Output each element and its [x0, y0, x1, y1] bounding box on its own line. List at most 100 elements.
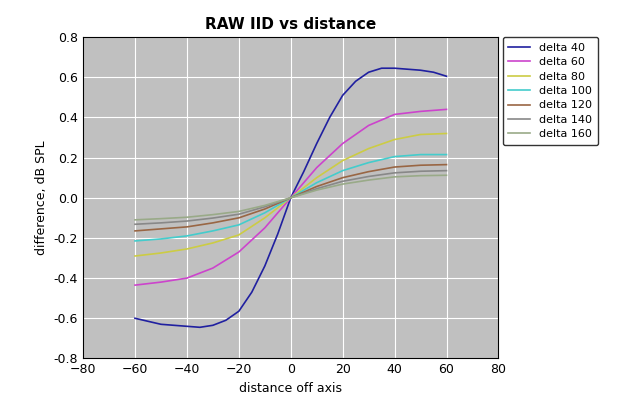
- delta 40: [352, 79, 360, 84]
- delta 60: [131, 283, 139, 288]
- delta 120: [235, 215, 243, 220]
- delta 140: [235, 212, 243, 217]
- delta 40: [429, 70, 437, 75]
- Y-axis label: difference, dB SPL: difference, dB SPL: [35, 140, 48, 255]
- delta 120: [287, 195, 295, 200]
- delta 60: [183, 276, 190, 281]
- delta 100: [131, 239, 139, 243]
- delta 80: [390, 137, 399, 142]
- Line: delta 120: delta 120: [135, 165, 447, 231]
- delta 140: [209, 215, 217, 220]
- delta 80: [261, 215, 268, 220]
- delta 40: [261, 264, 268, 269]
- delta 60: [157, 280, 165, 285]
- delta 60: [339, 141, 346, 146]
- delta 40: [339, 93, 346, 98]
- Line: delta 40: delta 40: [135, 68, 447, 327]
- delta 120: [417, 163, 424, 168]
- delta 100: [287, 195, 295, 200]
- delta 160: [390, 174, 399, 179]
- delta 40: [274, 232, 282, 236]
- delta 100: [443, 152, 450, 157]
- delta 140: [183, 219, 190, 224]
- delta 100: [417, 152, 424, 157]
- delta 160: [235, 209, 243, 214]
- Title: RAW IID vs distance: RAW IID vs distance: [205, 17, 376, 32]
- delta 140: [261, 204, 268, 209]
- delta 40: [378, 66, 385, 71]
- delta 60: [287, 195, 295, 200]
- delta 60: [235, 250, 243, 255]
- delta 100: [157, 236, 165, 241]
- delta 80: [313, 175, 321, 180]
- delta 60: [365, 123, 373, 128]
- delta 120: [443, 162, 450, 167]
- delta 140: [157, 220, 165, 225]
- delta 160: [443, 173, 450, 178]
- delta 60: [443, 107, 450, 112]
- delta 80: [417, 132, 424, 137]
- delta 120: [313, 184, 321, 189]
- delta 160: [157, 216, 165, 221]
- delta 160: [287, 195, 295, 200]
- delta 140: [365, 174, 373, 179]
- delta 40: [326, 115, 334, 120]
- Line: delta 80: delta 80: [135, 133, 447, 256]
- delta 40: [365, 70, 373, 75]
- delta 100: [339, 168, 346, 173]
- delta 120: [390, 164, 399, 169]
- delta 40: [222, 318, 229, 323]
- delta 60: [261, 225, 268, 230]
- delta 140: [339, 179, 346, 184]
- X-axis label: distance off axis: distance off axis: [239, 382, 343, 395]
- delta 140: [313, 186, 321, 191]
- delta 100: [365, 160, 373, 165]
- delta 120: [365, 169, 373, 174]
- delta 160: [417, 173, 424, 178]
- delta 100: [209, 228, 217, 233]
- delta 80: [235, 232, 243, 237]
- delta 160: [261, 203, 268, 208]
- delta 80: [287, 195, 295, 200]
- delta 80: [209, 241, 217, 246]
- delta 100: [390, 154, 399, 159]
- delta 40: [417, 68, 424, 73]
- delta 80: [183, 246, 190, 251]
- delta 40: [131, 316, 139, 321]
- delta 160: [365, 178, 373, 183]
- delta 120: [131, 228, 139, 233]
- delta 40: [390, 66, 399, 71]
- delta 140: [417, 169, 424, 174]
- delta 40: [404, 67, 412, 72]
- delta 140: [131, 222, 139, 227]
- delta 40: [157, 322, 165, 327]
- delta 160: [339, 182, 346, 187]
- delta 120: [157, 227, 165, 232]
- delta 100: [313, 180, 321, 185]
- delta 40: [313, 141, 321, 146]
- Line: delta 140: delta 140: [135, 171, 447, 224]
- delta 140: [390, 171, 399, 176]
- delta 160: [209, 212, 217, 217]
- delta 40: [209, 323, 217, 328]
- delta 60: [209, 266, 217, 271]
- delta 80: [131, 253, 139, 258]
- delta 60: [313, 165, 321, 170]
- delta 140: [287, 195, 295, 200]
- delta 80: [365, 146, 373, 151]
- delta 40: [443, 74, 450, 79]
- Legend: delta 40, delta 60, delta 80, delta 100, delta 120, delta 140, delta 160: delta 40, delta 60, delta 80, delta 100,…: [503, 37, 598, 145]
- delta 80: [157, 250, 165, 255]
- delta 80: [443, 131, 450, 136]
- Line: delta 60: delta 60: [135, 109, 447, 285]
- delta 160: [183, 215, 190, 220]
- delta 120: [261, 206, 268, 211]
- delta 160: [313, 187, 321, 192]
- delta 40: [183, 324, 190, 329]
- delta 60: [417, 109, 424, 114]
- Line: delta 100: delta 100: [135, 154, 447, 241]
- delta 100: [261, 211, 268, 215]
- delta 100: [183, 234, 190, 239]
- delta 80: [339, 158, 346, 163]
- delta 120: [183, 225, 190, 229]
